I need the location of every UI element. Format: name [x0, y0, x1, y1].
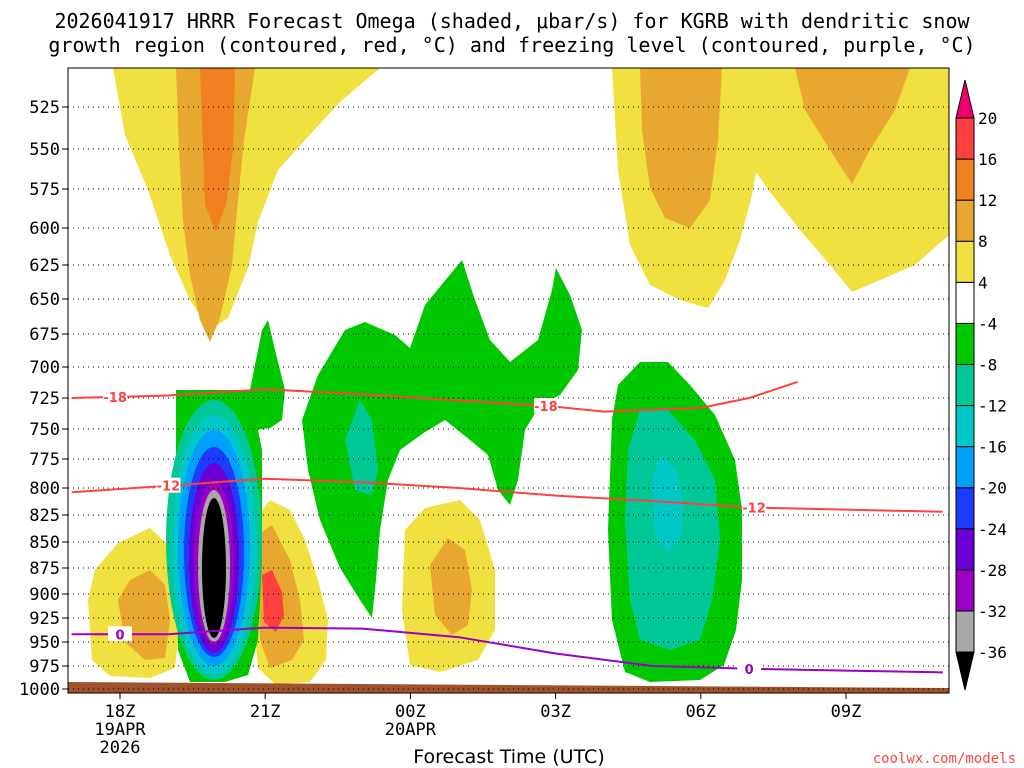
y-tick-label-825: 825	[29, 506, 60, 526]
colorbar-label-12: 12	[978, 191, 997, 210]
colorbar-arrow-high	[955, 79, 975, 119]
x-tick-date-00Z: 20APR	[385, 720, 437, 740]
y-tick-label-750: 750	[29, 420, 60, 440]
x-tick-label-21Z: 21Z	[250, 702, 281, 722]
colorbar-swatch--20-to--16	[955, 446, 975, 489]
credit-text: coolwx.com/models	[873, 751, 1016, 767]
contour-label-dendritic--18-0: -18	[103, 391, 127, 406]
colorbar-swatch-4-to-8	[955, 240, 975, 283]
omega-region-center-8	[430, 538, 472, 635]
contour-label-freezing-0-1: 0	[745, 663, 754, 678]
omega-region-center-green-4	[302, 260, 582, 618]
contour-label-freezing-0-0: 0	[115, 628, 124, 643]
y-tick-label-975: 975	[29, 657, 60, 677]
x-tick-date-18Z: 19APR	[94, 720, 146, 740]
y-tick-label-575: 575	[29, 180, 60, 200]
x-tick-label-09Z: 09Z	[831, 702, 862, 722]
contour-label-bg-dendritic--12-0	[156, 477, 181, 493]
colorbar-label--16: -16	[978, 438, 1007, 457]
contour-label-bg-dendritic--18-1	[533, 398, 558, 414]
x-tick-year-18Z: 2026	[100, 738, 141, 758]
contour-line-freezing-0	[71, 626, 943, 674]
colorbar-swatch--16-to--12	[955, 405, 975, 448]
omega-region-right-green-12	[652, 455, 684, 552]
contour-line-dendritic--18	[71, 380, 798, 413]
omega-region-mid-left-16	[262, 570, 284, 632]
chart-title-line2: growth region (contoured, red, °C) and f…	[48, 33, 975, 57]
x-tick-label-18Z: 18Z	[105, 702, 136, 722]
omega-region-upper-right-8a	[640, 68, 722, 228]
contour-label-bg-freezing-0-1	[737, 660, 762, 676]
colorbar-label--24: -24	[978, 520, 1007, 539]
omega-region-upper-right-8b	[795, 68, 910, 184]
omega-region-center-green-8	[345, 400, 378, 495]
contour-label-dendritic--18-1: -18	[534, 400, 558, 415]
colorbar-label-20: 20	[978, 109, 997, 128]
y-tick-label-600: 600	[29, 219, 60, 239]
colorbar-swatch--24-to--20	[955, 487, 975, 530]
pressure-gridlines	[68, 106, 949, 690]
y-tick-label-1000: 1000	[19, 680, 60, 700]
colorbar-label-8: 8	[978, 232, 988, 251]
y-tick-label-875: 875	[29, 559, 60, 579]
temperature-contours: -18 -18 -12 -12 0 0	[71, 380, 943, 678]
contour-label-dendritic--12-0: -12	[157, 480, 181, 495]
colorbar-label--36: -36	[978, 643, 1007, 662]
colorbar-label--12: -12	[978, 397, 1007, 416]
contour-label-bg-dendritic--18-0	[103, 388, 128, 404]
y-tick-label-925: 925	[29, 609, 60, 629]
colorbar-label--4: -4	[978, 314, 997, 333]
colorbar-swatch--8-to--4	[955, 322, 975, 365]
colorbar-label-4: 4	[978, 273, 988, 292]
y-tick-label-700: 700	[29, 358, 60, 378]
y-tick-label-850: 850	[29, 533, 60, 553]
colorbar-swatch--4-to-4	[955, 281, 975, 324]
colorbar-label--20: -20	[978, 479, 1007, 498]
colorbar: -36 -32 -28 -24 -20 -16 -12 -8 -4 4 8 12 16 20	[955, 79, 1007, 691]
x-tick-label-03Z: 03Z	[540, 702, 571, 722]
y-tick-label-800: 800	[29, 479, 60, 499]
colorbar-label--28: -28	[978, 561, 1007, 580]
contour-label-dendritic--12-1: -12	[742, 502, 766, 517]
contour-label-bg-freezing-0-0	[108, 626, 132, 642]
y-tick-label-725: 725	[29, 389, 60, 409]
colorbar-label-16: 16	[978, 150, 997, 169]
y-tick-label-550: 550	[29, 140, 60, 160]
x-tick-label-06Z: 06Z	[685, 702, 716, 722]
y-tick-label-775: 775	[29, 450, 60, 470]
colorbar-swatch--28-to--24	[955, 528, 975, 571]
colorbar-swatch--12-to--8	[955, 363, 975, 407]
colorbar-swatch-8-to-12	[955, 199, 975, 242]
x-tick-label-00Z: 00Z	[395, 702, 426, 722]
y-tick-label-525: 525	[29, 98, 60, 118]
y-tick-label-950: 950	[29, 633, 60, 653]
colorbar-label--8: -8	[978, 355, 997, 374]
y-tick-label-900: 900	[29, 585, 60, 605]
colorbar-swatch-16-to-20	[955, 117, 975, 160]
colorbar-arrow-low	[955, 651, 975, 691]
y-tick-label-625: 625	[29, 256, 60, 276]
colorbar-swatch--36-to--32	[955, 610, 975, 653]
y-tick-label-650: 650	[29, 290, 60, 310]
colorbar-label--32: -32	[978, 602, 1007, 621]
contour-line-dendritic--12	[71, 477, 943, 513]
colorbar-swatch-12-to-16	[955, 158, 975, 201]
chart-title-line1: 2026041917 HRRR Forecast Omega (shaded, …	[54, 9, 970, 33]
x-axis-label: Forecast Time (UTC)	[413, 746, 604, 768]
y-tick-label-675: 675	[29, 325, 60, 345]
plot-frame	[67, 67, 950, 694]
y-axis: 525 550 575 600 625 650 675 700 725 750 775 800 825 8…	[19, 98, 68, 700]
contour-label-bg-dendritic--12-1	[742, 499, 767, 515]
colorbar-swatch--32-to--28	[955, 569, 975, 612]
omega-region-upper-left-12	[200, 68, 235, 232]
terrain-ground	[68, 682, 949, 693]
omega-region-strip-green	[248, 320, 285, 430]
